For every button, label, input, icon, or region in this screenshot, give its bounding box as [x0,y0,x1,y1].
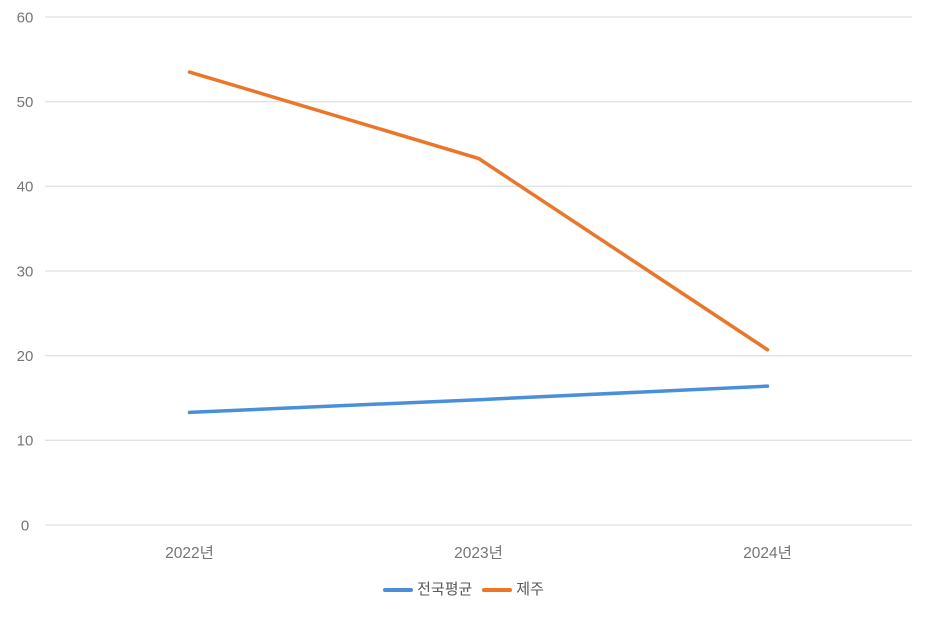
x-tick-label-2: 2023년 [454,544,503,562]
legend-label-national-average: 전국평균 [417,581,473,598]
legend-label-jeju: 제주 [516,581,544,598]
x-tick-label-3: 2024년 [743,544,792,562]
y-tick-label-50: 50 [17,94,34,111]
series-line-national-average [187,384,770,415]
y-tick-label-60: 60 [17,9,34,26]
y-tick-label-0: 0 [21,517,29,534]
y-tick-label-40: 40 [17,179,34,196]
series-line-jeju [187,70,770,352]
y-tick-label-10: 10 [17,433,34,450]
plot-area: 0 10 20 30 40 50 60 2022년 2023년 2024년 [17,9,912,562]
legend: 전국평균 제주 [0,580,927,600]
legend-swatch-national-average [383,588,414,592]
legend-swatch-jeju [482,588,513,592]
legend-item-jeju: 제주 [482,580,544,600]
y-tick-label-20: 20 [17,348,34,365]
x-tick-label-1: 2022년 [165,544,214,562]
y-tick-label-30: 30 [17,263,34,280]
legend-item-national-average: 전국평균 [383,580,472,600]
